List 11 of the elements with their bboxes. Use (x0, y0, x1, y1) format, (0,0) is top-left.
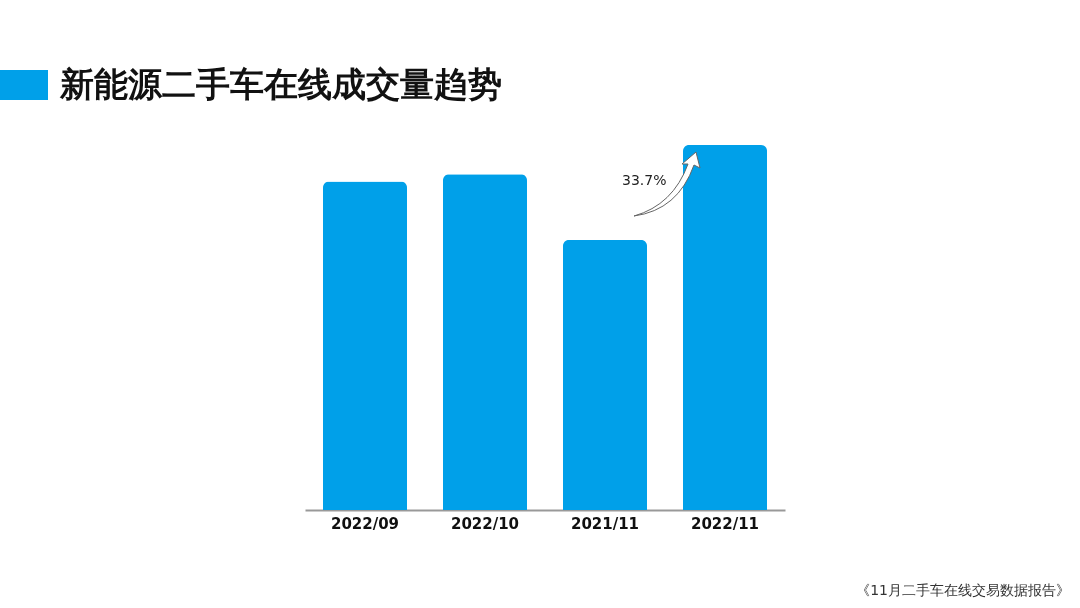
bar (563, 239, 647, 510)
text: 《11月二手车在线交易数据报告》 (856, 582, 1070, 600)
x-tick-label: 2022/10 (450, 514, 520, 533)
bar (683, 145, 767, 510)
x-tick-label: 2022/09 (330, 514, 400, 533)
bar (443, 174, 527, 510)
bar (323, 181, 407, 510)
annotation: 33.7% (622, 172, 667, 188)
x-tick-label: 2022/11 (690, 514, 760, 533)
chart-title: 新能源二手车在线成交量趋势 (60, 63, 502, 106)
x-tick-label: 2021/11 (570, 514, 640, 533)
